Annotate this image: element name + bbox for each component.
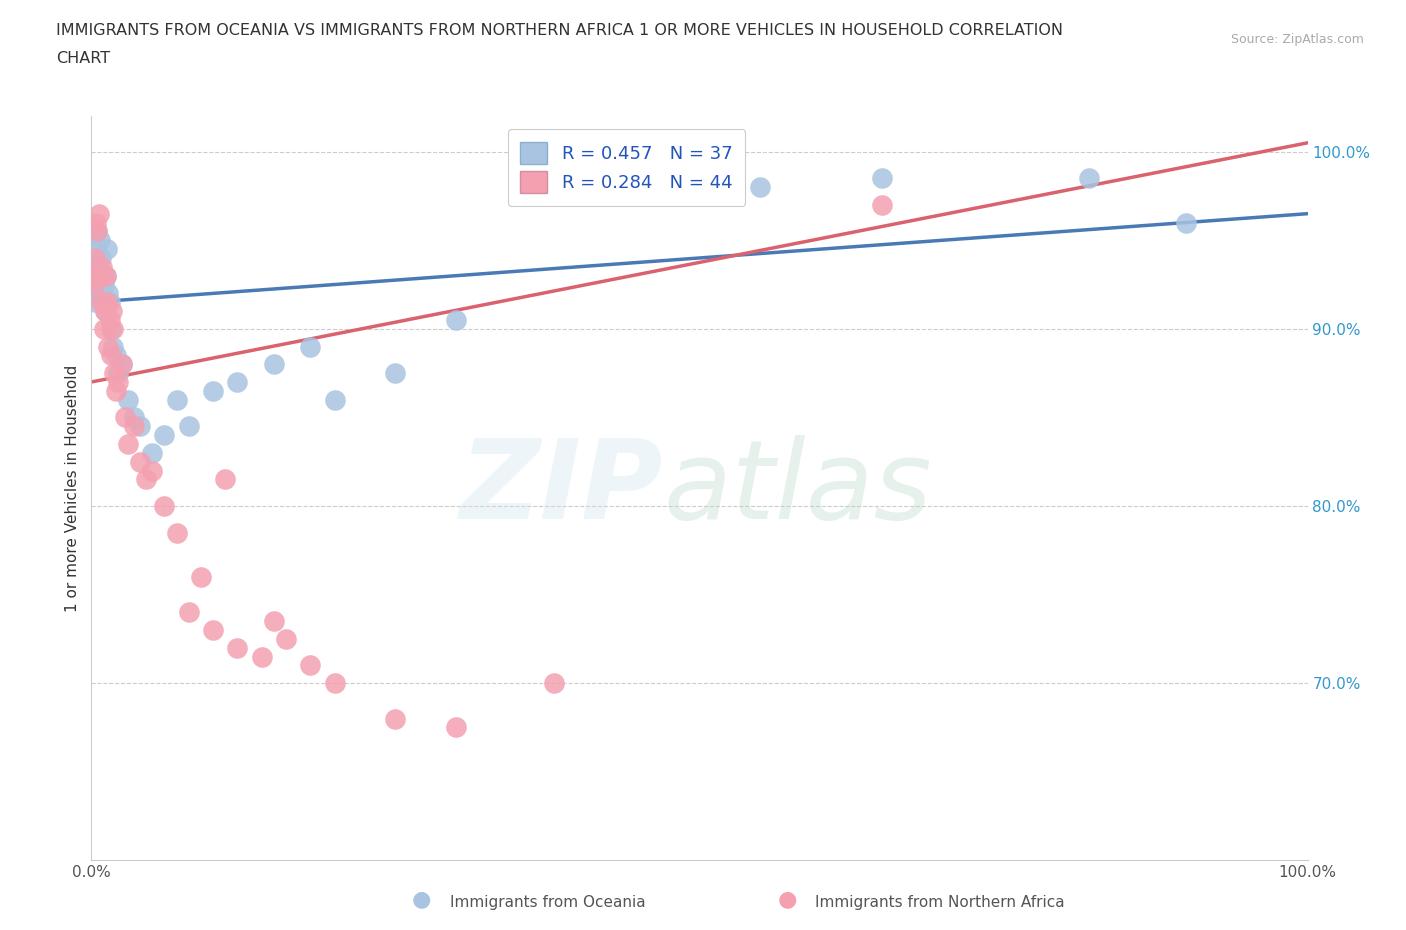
Point [177, 418, 200, 433]
Point [129, 454, 152, 469]
Point [87, 206, 110, 221]
Point [103, 365, 125, 380]
Text: ●: ● [778, 889, 797, 910]
Point [94, 304, 117, 319]
Point [86, 224, 108, 239]
Point [103, 339, 125, 354]
Point [89, 232, 111, 247]
Text: CHART: CHART [56, 51, 110, 66]
Point [101, 304, 124, 319]
Point [166, 392, 188, 407]
Point [90, 295, 112, 310]
Point [299, 339, 322, 354]
Point [749, 179, 772, 194]
Point [122, 410, 145, 425]
Text: Source: ZipAtlas.com: Source: ZipAtlas.com [1230, 33, 1364, 46]
Point [263, 614, 285, 629]
Point [97, 286, 120, 300]
Point [94, 304, 117, 319]
Point [129, 418, 152, 433]
Point [250, 649, 273, 664]
Point [100, 322, 122, 337]
Text: Immigrants from Oceania: Immigrants from Oceania [450, 895, 645, 910]
Point [323, 392, 346, 407]
Point [89, 268, 111, 283]
Point [107, 365, 129, 380]
Point [1077, 171, 1099, 186]
Text: IMMIGRANTS FROM OCEANIA VS IMMIGRANTS FROM NORTHERN AFRICA 1 OR MORE VEHICLES IN: IMMIGRANTS FROM OCEANIA VS IMMIGRANTS FR… [56, 23, 1063, 38]
Text: atlas: atlas [664, 434, 932, 542]
Point [93, 277, 115, 292]
Point [83, 277, 105, 292]
Point [84, 242, 107, 257]
Point [98, 312, 121, 327]
Point [153, 428, 176, 443]
Point [84, 215, 107, 230]
Point [84, 250, 107, 265]
Point [177, 604, 200, 619]
Point [299, 658, 322, 672]
Point [1175, 215, 1198, 230]
Point [117, 392, 139, 407]
Point [117, 436, 139, 451]
Point [190, 569, 212, 584]
Point [135, 472, 157, 486]
Point [96, 242, 118, 257]
Point [263, 357, 285, 372]
Point [444, 312, 467, 327]
Point [104, 348, 127, 363]
Point [93, 322, 115, 337]
Point [202, 383, 225, 398]
Point [870, 171, 893, 186]
Text: Immigrants from Northern Africa: Immigrants from Northern Africa [815, 895, 1066, 910]
Point [97, 339, 120, 354]
Y-axis label: 1 or more Vehicles in Household: 1 or more Vehicles in Household [65, 365, 80, 612]
Text: ZIP: ZIP [460, 434, 664, 542]
Point [100, 348, 122, 363]
Point [226, 640, 249, 655]
Point [214, 472, 236, 486]
Point [226, 375, 249, 390]
Point [94, 268, 117, 283]
Point [202, 622, 225, 637]
Point [111, 357, 134, 372]
Point [141, 445, 163, 460]
Point [166, 525, 188, 540]
Point [444, 720, 467, 735]
Point [84, 295, 107, 310]
Point [323, 676, 346, 691]
Point [94, 268, 117, 283]
Point [98, 295, 121, 310]
Point [122, 418, 145, 433]
Point [103, 322, 125, 337]
Point [91, 268, 114, 283]
Point [90, 250, 112, 265]
Point [96, 295, 118, 310]
Point [870, 197, 893, 212]
Point [104, 383, 127, 398]
Point [274, 631, 297, 646]
Point [141, 463, 163, 478]
Point [83, 286, 105, 300]
Point [543, 676, 565, 691]
Point [87, 259, 110, 274]
Point [384, 711, 406, 726]
Point [82, 268, 104, 283]
Point [86, 224, 108, 239]
Point [114, 410, 136, 425]
Point [111, 357, 134, 372]
Point [91, 259, 114, 274]
Point [107, 375, 129, 390]
Point [153, 498, 176, 513]
Legend: R = 0.457   N = 37, R = 0.284   N = 44: R = 0.457 N = 37, R = 0.284 N = 44 [508, 129, 745, 206]
Text: ●: ● [412, 889, 432, 910]
Point [384, 365, 406, 380]
